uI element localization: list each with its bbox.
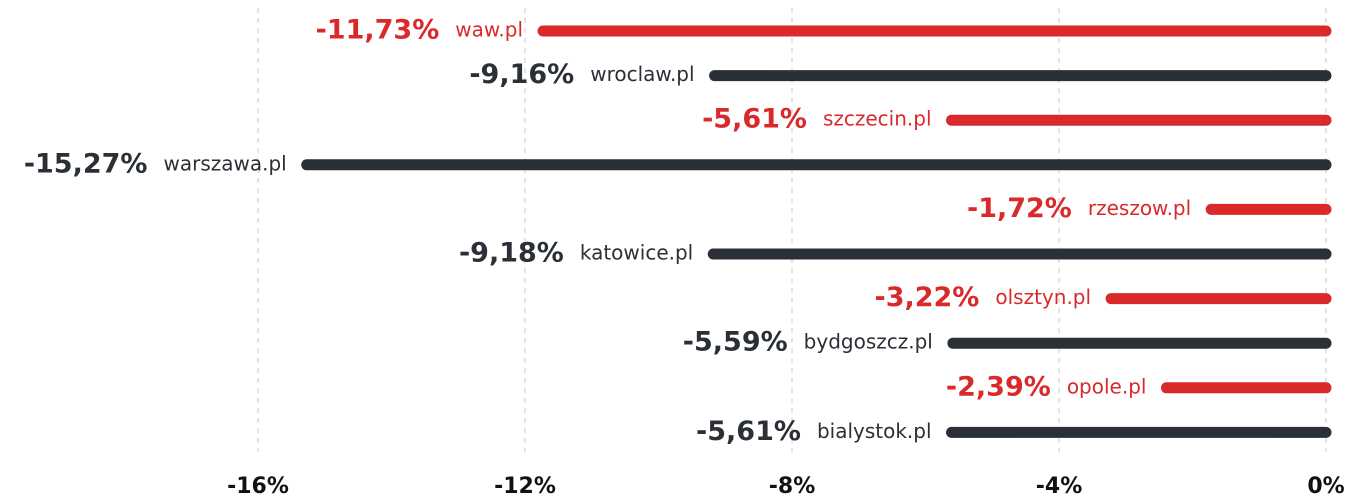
value-label: -15,27% [24, 148, 148, 179]
value-label: -1,72% [967, 193, 1072, 224]
category-label: szczecin.pl [823, 107, 932, 131]
value-label: -2,39% [946, 371, 1051, 402]
x-tick-label: -12% [494, 474, 556, 496]
value-label: -9,16% [469, 59, 574, 90]
category-label: rzeszow.pl [1088, 196, 1191, 220]
value-label: -11,73% [316, 15, 440, 46]
category-label: waw.pl [455, 18, 523, 42]
value-label: -5,61% [696, 416, 801, 447]
category-label: bialystok.pl [817, 419, 932, 443]
x-tick-label: -16% [227, 474, 289, 496]
x-tick-label: -4% [1036, 474, 1082, 496]
x-tick-label: -8% [769, 474, 815, 496]
value-label: -5,59% [683, 327, 788, 358]
x-tick-label: 0% [1307, 474, 1344, 496]
value-label: -9,18% [459, 238, 564, 269]
category-label: wroclaw.pl [590, 62, 694, 86]
category-label: katowice.pl [580, 241, 693, 265]
value-label: -3,22% [874, 282, 979, 313]
category-label: warszawa.pl [163, 151, 286, 175]
category-label: opole.pl [1067, 374, 1147, 398]
category-label: bydgoszcz.pl [804, 330, 933, 354]
category-label: olsztyn.pl [995, 285, 1091, 309]
value-label: -5,61% [702, 104, 807, 135]
